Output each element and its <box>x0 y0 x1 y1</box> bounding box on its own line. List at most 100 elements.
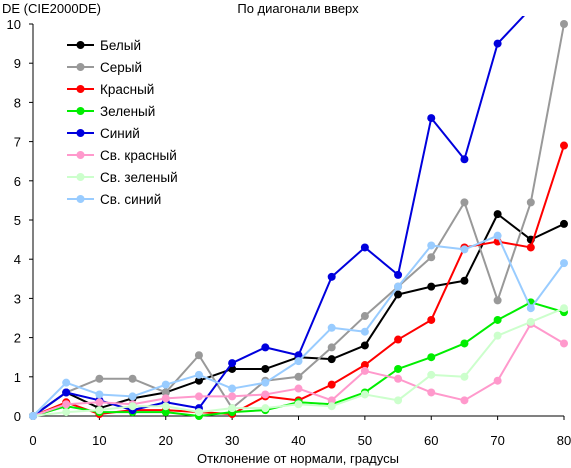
data-point <box>460 155 469 164</box>
data-point <box>62 378 71 387</box>
data-point <box>62 408 71 417</box>
data-point <box>261 343 270 352</box>
data-point <box>460 198 469 207</box>
data-point <box>194 376 203 385</box>
y-tick-label: 2 <box>14 331 21 346</box>
y-tick-label: 10 <box>7 17 21 32</box>
data-point <box>228 392 237 401</box>
data-point <box>95 390 104 399</box>
data-point <box>261 378 270 387</box>
data-point <box>95 406 104 415</box>
y-tick-label: 8 <box>14 95 21 110</box>
data-point <box>427 114 436 123</box>
data-point <box>427 388 436 397</box>
legend-item: Св. синий <box>67 192 161 207</box>
data-point <box>294 400 303 409</box>
x-tick-label: 40 <box>291 433 305 448</box>
legend-item: Зеленый <box>67 104 155 119</box>
data-point <box>360 390 369 399</box>
data-point <box>394 270 403 279</box>
data-point <box>460 276 469 285</box>
legend: Белый Серый Красный Зеленый Синий Св. красный… <box>67 38 178 207</box>
x-tick-label: 10 <box>92 433 106 448</box>
data-point <box>360 361 369 370</box>
data-point <box>194 392 203 401</box>
legend-swatch-marker <box>76 151 85 159</box>
data-point <box>427 370 436 379</box>
data-point <box>360 243 369 252</box>
legend-item: Синий <box>67 126 140 141</box>
data-point <box>327 396 336 405</box>
data-point <box>560 20 568 28</box>
data-point <box>294 357 303 366</box>
data-point <box>427 315 436 324</box>
legend-label: Серый <box>100 60 142 75</box>
x-tick-label: 20 <box>159 433 173 448</box>
data-point <box>194 370 203 379</box>
legend-swatch-marker <box>76 129 85 137</box>
data-point <box>526 198 535 207</box>
data-point <box>394 374 403 383</box>
data-point <box>493 231 502 240</box>
data-point <box>560 339 568 348</box>
data-point <box>95 374 104 383</box>
data-point <box>327 272 336 281</box>
data-point <box>228 404 237 413</box>
data-point <box>261 404 270 413</box>
x-tick-label: 30 <box>225 433 239 448</box>
legend-item: Св. красный <box>67 148 177 163</box>
y-tick-label: 5 <box>14 213 21 228</box>
data-point <box>228 384 237 393</box>
legend-label: Белый <box>100 38 141 53</box>
legend-swatch-marker <box>76 195 85 203</box>
data-point <box>360 341 369 350</box>
data-point <box>560 219 568 228</box>
data-point <box>161 402 170 411</box>
data-point <box>427 353 436 362</box>
legend-swatch-marker <box>76 85 85 93</box>
legend-label: Св. зеленый <box>100 170 178 185</box>
data-point <box>526 317 535 326</box>
y-tick-label: 0 <box>14 409 21 424</box>
x-tick-label: 60 <box>424 433 438 448</box>
data-point <box>493 296 502 305</box>
data-point <box>394 335 403 344</box>
data-point <box>560 259 568 268</box>
data-point <box>493 315 502 324</box>
data-point <box>294 351 303 360</box>
data-point <box>493 39 502 48</box>
legend-swatch-marker <box>76 63 85 71</box>
legend-item: Серый <box>67 60 142 75</box>
data-point <box>526 243 535 252</box>
data-point <box>526 304 535 313</box>
axes: 0 1 2 3 4 5 6 7 8 9 10 0 10 20 30 40 50 60 70 80 <box>7 17 571 448</box>
data-point <box>327 380 336 389</box>
data-point <box>460 396 469 405</box>
data-point <box>261 364 270 373</box>
legend-label: Синий <box>100 126 140 141</box>
data-point <box>460 339 469 348</box>
data-point <box>327 343 336 352</box>
data-point <box>128 392 137 401</box>
y-tick-label: 6 <box>14 174 21 189</box>
legend-item: Белый <box>67 38 141 53</box>
data-point <box>360 312 369 321</box>
data-point <box>161 408 170 417</box>
data-point <box>228 359 237 368</box>
data-point <box>327 402 336 411</box>
data-point <box>95 398 104 407</box>
chart-title: По диагонали вверх <box>237 1 359 16</box>
data-point <box>128 374 137 383</box>
data-point <box>327 323 336 332</box>
data-point <box>294 372 303 381</box>
y-tick-label: 1 <box>14 370 21 385</box>
legend-item: Красный <box>67 82 154 97</box>
x-tick-label: 0 <box>29 433 36 448</box>
data-point <box>460 372 469 381</box>
legend-label: Красный <box>100 82 154 97</box>
data-point <box>527 4 535 12</box>
data-point <box>360 327 369 336</box>
data-point <box>161 394 170 403</box>
data-point <box>394 282 403 291</box>
x-tick-label: 50 <box>358 433 372 448</box>
